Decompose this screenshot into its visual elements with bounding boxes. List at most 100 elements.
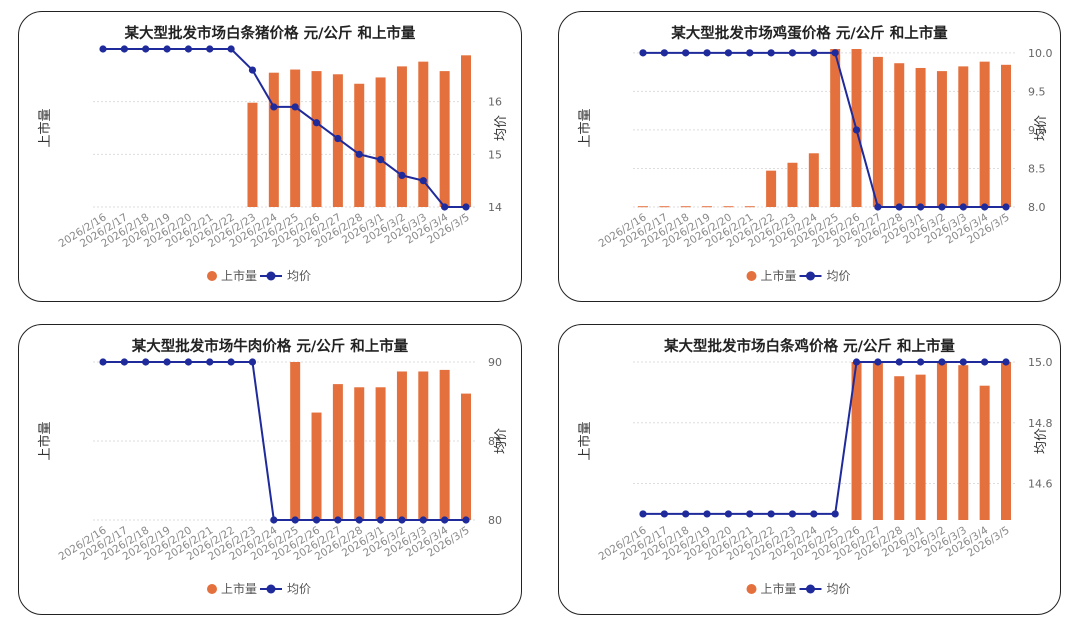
price-point <box>99 358 107 366</box>
price-point <box>291 516 299 524</box>
price-point <box>682 510 690 518</box>
price-point <box>142 45 150 53</box>
chart-title: 某大型批发市场白条鸡价格 元/公斤 和上市量 <box>664 337 955 355</box>
price-point <box>682 49 690 57</box>
bar <box>290 362 301 520</box>
price-point <box>1002 203 1010 211</box>
price-point <box>355 516 363 524</box>
price-point <box>959 358 967 366</box>
price-point <box>703 510 711 518</box>
bar <box>872 56 883 208</box>
bar <box>354 387 365 520</box>
bar <box>659 206 670 208</box>
y2-tick-label: 8.0 <box>1028 201 1046 214</box>
price-point <box>184 45 193 53</box>
price-point <box>703 49 711 57</box>
price-point <box>874 358 882 366</box>
bar <box>702 206 713 208</box>
price-point <box>419 177 427 185</box>
y2-axis-label: 均价 <box>494 115 509 141</box>
price-line <box>643 361 1006 515</box>
price-point <box>184 358 193 366</box>
bar <box>851 362 862 520</box>
price-point <box>895 203 903 211</box>
price-point <box>206 358 214 366</box>
price-point <box>831 49 839 57</box>
y2-tick-label: 85 <box>488 435 502 448</box>
bar <box>311 412 322 520</box>
y2-tick-label: 80 <box>488 514 502 527</box>
price-point <box>142 358 150 366</box>
price-point <box>810 49 818 57</box>
y2-tick-label: 10.0 <box>1028 47 1053 60</box>
legend-bar-label: 上市量 <box>761 581 797 596</box>
bar <box>979 61 990 207</box>
bar <box>638 206 648 208</box>
bar <box>461 55 471 207</box>
y2-tick-label: 15.0 <box>1028 356 1053 369</box>
price-point <box>355 150 363 158</box>
bar <box>439 71 450 207</box>
legend-bar-swatch <box>746 584 757 594</box>
bar <box>396 371 407 520</box>
price-point <box>419 516 427 524</box>
price-point <box>120 358 128 366</box>
bar <box>915 67 926 208</box>
price-point <box>462 203 470 211</box>
y2-tick-label: 16 <box>488 96 502 109</box>
bar <box>268 72 279 207</box>
price-point <box>248 66 257 74</box>
price-point <box>1002 358 1010 366</box>
price-point <box>99 45 107 53</box>
chart-title: 某大型批发市场鸡蛋价格 元/公斤 和上市量 <box>671 24 948 42</box>
bar <box>830 49 841 207</box>
price-point <box>639 49 647 57</box>
price-point <box>398 171 406 179</box>
y2-tick-label: 14 <box>488 201 502 214</box>
bar <box>396 66 407 207</box>
bar <box>311 71 322 207</box>
price-point <box>270 103 278 111</box>
price-point <box>746 510 754 518</box>
price-point <box>724 510 733 518</box>
y2-axis-label: 均价 <box>1034 115 1049 141</box>
bar <box>375 387 386 520</box>
y-axis-label: 上市量 <box>577 421 593 460</box>
legend-line-marker <box>806 271 815 281</box>
y2-tick-label: 90 <box>488 356 502 369</box>
price-point <box>981 203 989 211</box>
legend-bar-swatch <box>746 271 757 281</box>
y2-tick-label: 8.5 <box>1028 162 1046 175</box>
y2-tick-label: 14.8 <box>1028 417 1053 430</box>
price-point <box>441 516 449 524</box>
bar <box>979 385 990 520</box>
chart-svg: 某大型批发市场鸡蛋价格 元/公斤 和上市量 8.0 8.5 9.0 9.5 10.0 上市量… <box>577 24 1053 283</box>
price-point <box>163 45 171 53</box>
y2-tick-label: 9.0 <box>1028 124 1046 137</box>
legend-line-label: 均价 <box>827 582 851 596</box>
bar <box>723 206 734 208</box>
price-point <box>810 510 818 518</box>
legend-bar-label: 上市量 <box>761 268 797 283</box>
chart-panel-chicken: 某大型批发市场白条鸡价格 元/公斤 和上市量 14.6 14.8 15.0 上市量 均价 2… <box>558 324 1061 615</box>
price-point <box>916 358 925 366</box>
price-point <box>639 510 647 518</box>
price-point <box>334 516 342 524</box>
price-point <box>334 134 342 143</box>
bar <box>744 206 755 208</box>
price-point <box>746 49 754 57</box>
price-point <box>398 516 406 524</box>
bar <box>680 206 691 208</box>
y2-tick-label: 15 <box>488 148 502 161</box>
bar <box>1001 362 1011 520</box>
bar <box>375 77 386 207</box>
bar <box>958 66 969 207</box>
bar <box>936 71 947 207</box>
bar <box>418 371 429 520</box>
price-point <box>227 45 235 53</box>
price-point <box>120 45 128 53</box>
legend-bar-swatch <box>207 584 217 594</box>
price-point <box>312 516 321 524</box>
